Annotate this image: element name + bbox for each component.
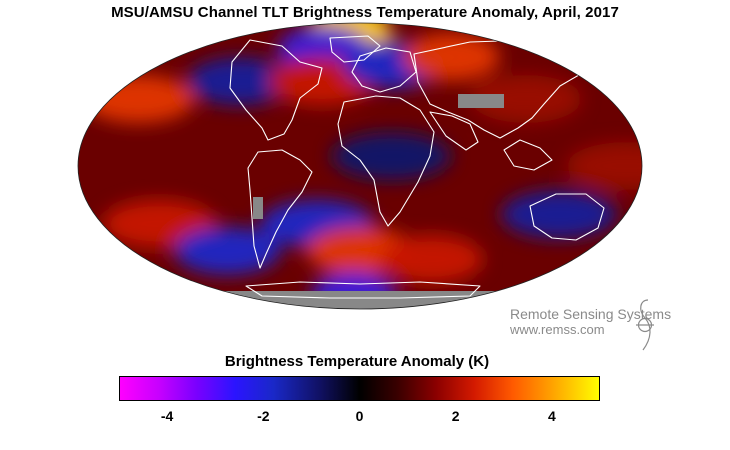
colorbar-tick-label: -2 xyxy=(257,408,270,424)
anomaly-tropical-pacific-warm xyxy=(566,142,642,190)
colorbar-tick-label: -4 xyxy=(160,408,174,424)
map-title: MSU/AMSU Channel TLT Brightness Temperat… xyxy=(111,4,619,21)
colorbar-tick-label: 0 xyxy=(355,408,364,424)
coastline-antarctica xyxy=(245,281,481,299)
coastline-southeast-asia xyxy=(503,139,553,171)
credit-block: Remote Sensing Systems www.remss.com xyxy=(510,306,672,338)
anomaly-north-america-cool xyxy=(186,57,294,106)
credit-url[interactable]: www.remss.com xyxy=(510,322,605,337)
coastline-europe xyxy=(351,47,417,93)
rss-logo-icon xyxy=(636,299,654,351)
coastline-greenland xyxy=(329,35,381,63)
colorbar-tick-label: 2 xyxy=(451,408,460,424)
missing-data-andes xyxy=(253,197,263,219)
anomaly-australia-cool xyxy=(501,190,617,239)
coastline-south-america xyxy=(247,149,313,269)
map-globe xyxy=(78,23,642,309)
anomaly-south-pacific-cool xyxy=(174,226,281,275)
coastline-africa xyxy=(337,95,435,227)
coastline-arabia-india xyxy=(429,111,479,151)
anomaly-central-africa-cool xyxy=(331,132,452,181)
missing-data-tibet xyxy=(458,94,504,108)
coastlines xyxy=(229,35,605,299)
credit-name: Remote Sensing Systems xyxy=(510,306,672,322)
anomaly-north-pacific-warm xyxy=(82,75,195,123)
colorbar xyxy=(119,376,600,401)
colorbar-tick-label: 4 xyxy=(547,408,556,424)
colorbar-title: Brightness Temperature Anomaly (K) xyxy=(224,353,490,370)
anomaly-siberia-warm xyxy=(402,33,500,81)
coastline-australia xyxy=(529,193,605,241)
anomaly-east-asia-warm xyxy=(470,75,582,123)
coastline-north-america xyxy=(229,39,323,141)
map-outline xyxy=(77,22,643,310)
anomaly-southern-indian-warm xyxy=(379,235,484,284)
